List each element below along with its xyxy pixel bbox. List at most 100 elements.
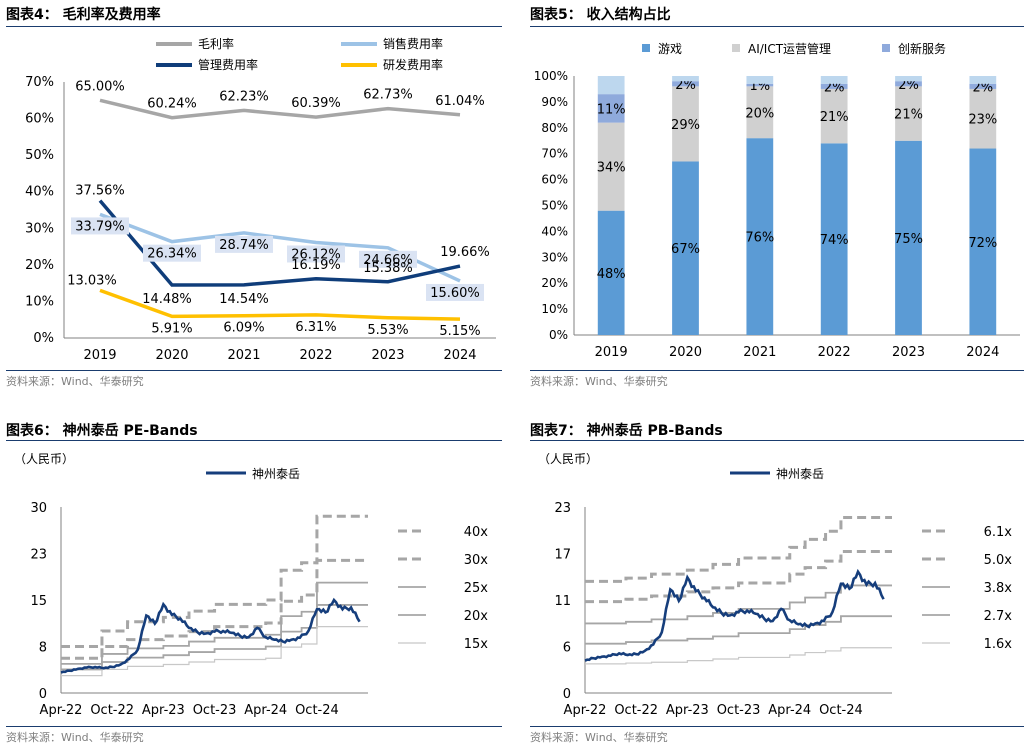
- data-label: 6.31%: [295, 320, 336, 335]
- chart-title: 图表6： 神州泰岳 PE-Bands: [6, 420, 198, 440]
- data-label: 67%: [671, 242, 700, 257]
- legend-label: 40x: [464, 525, 489, 540]
- x-tick-label: 2020: [669, 345, 702, 360]
- data-label: 48%: [597, 267, 626, 282]
- y-tick-label: 17: [554, 548, 571, 563]
- data-label: 5.53%: [367, 323, 408, 338]
- x-tick-label: Apr-23: [142, 703, 185, 718]
- data-label: 33.79%: [75, 219, 125, 234]
- y-tick-label: 0%: [549, 328, 568, 342]
- legend-swatch: [732, 44, 740, 52]
- y-tick-label: 100%: [534, 69, 568, 83]
- chart-title: 图表4： 毛利率及费用率: [6, 4, 161, 24]
- data-label: 14.54%: [219, 292, 269, 307]
- data-label: 21%: [894, 108, 923, 123]
- x-tick-label: 2021: [227, 348, 260, 363]
- y-tick-label: 80%: [541, 121, 568, 135]
- y-tick-label: 30%: [541, 250, 568, 264]
- legend-label: 2.7x: [984, 609, 1013, 624]
- x-tick-label: Oct-23: [717, 703, 761, 718]
- x-tick-label: 2022: [299, 348, 332, 363]
- legend-label: 15x: [464, 637, 489, 652]
- bar-segment: [672, 76, 699, 81]
- data-label: 11%: [597, 102, 626, 117]
- bar-segment: [821, 76, 848, 84]
- chart-title: 图表7： 神州泰岳 PB-Bands: [530, 420, 723, 440]
- y-tick-label: 20%: [25, 258, 54, 273]
- x-tick-label: Apr-24: [768, 703, 811, 718]
- data-label: 65.00%: [75, 79, 125, 94]
- band-line: [585, 616, 892, 643]
- y-tick-label: 23: [554, 501, 571, 516]
- y-tick-label: 60%: [25, 112, 54, 127]
- source-note: 资料来源：Wind、华泰研究: [6, 373, 144, 389]
- data-label: 21%: [820, 110, 849, 125]
- x-tick-label: 2021: [743, 345, 776, 360]
- data-label: 23%: [968, 113, 997, 128]
- price-line: [585, 572, 884, 661]
- legend-label: 30x: [464, 553, 489, 568]
- legend-label: 神州泰岳: [252, 467, 300, 481]
- y-tick-label: 90%: [541, 95, 568, 109]
- data-label: 5.15%: [439, 324, 480, 339]
- x-tick-label: Oct-22: [614, 703, 658, 718]
- legend-label: 5.0x: [984, 553, 1013, 568]
- y-tick-label: 10%: [541, 302, 568, 316]
- x-tick-label: Oct-23: [193, 703, 237, 718]
- x-tick-label: 2023: [371, 348, 404, 363]
- band-line: [585, 518, 892, 582]
- legend-label: 25x: [464, 581, 489, 596]
- y-tick-label: 50%: [541, 199, 568, 213]
- legend-label: 毛利率: [198, 36, 234, 51]
- data-label: 13.03%: [67, 273, 117, 288]
- data-label: 34%: [597, 161, 626, 176]
- y-tick-label: 30%: [25, 221, 54, 236]
- y-tick-label: 15: [30, 594, 47, 609]
- chart-pe-bands: 08152330Apr-22Oct-22Apr-23Oct-23Apr-24Oc…: [6, 440, 506, 730]
- y-tick-label: 10%: [25, 294, 54, 309]
- legend-label: 6.1x: [984, 525, 1013, 540]
- legend-label: 1.6x: [984, 637, 1013, 652]
- legend-label: 20x: [464, 609, 489, 624]
- legend-label: 3.8x: [984, 581, 1013, 596]
- bar-segment: [895, 76, 922, 81]
- x-tick-label: 2019: [83, 348, 116, 363]
- source-note: 资料来源：Wind、华泰研究: [6, 729, 144, 745]
- chart-title: 图表5： 收入结构占比: [530, 4, 671, 24]
- legend-label: AI/ICT运营管理: [748, 41, 831, 56]
- data-label: 20%: [745, 106, 774, 121]
- data-label: 15.60%: [430, 286, 480, 301]
- legend-label: 游戏: [658, 42, 682, 56]
- x-tick-label: Oct-22: [90, 703, 134, 718]
- x-tick-label: 2024: [966, 345, 999, 360]
- bar-segment: [598, 76, 625, 94]
- data-label: 6.09%: [223, 321, 264, 336]
- source-note: 资料来源：Wind、华泰研究: [530, 373, 668, 389]
- legend-label: 研发费用率: [383, 57, 443, 72]
- chart-pb-bands: 06111723Apr-22Oct-22Apr-23Oct-23Apr-24Oc…: [530, 440, 1026, 730]
- legend-label: 创新服务: [898, 41, 946, 56]
- y-tick-label: 23: [30, 548, 47, 563]
- y-tick-label: 50%: [25, 148, 54, 163]
- data-label: 75%: [894, 232, 923, 247]
- legend-label: 管理费用率: [198, 57, 258, 72]
- data-label: 60.24%: [147, 97, 197, 112]
- data-label: 74%: [820, 233, 849, 248]
- y-tick-label: 40%: [541, 224, 568, 238]
- data-label: 15.38%: [363, 261, 413, 276]
- legend-swatch: [642, 44, 650, 52]
- x-tick-label: Apr-22: [40, 703, 83, 718]
- x-tick-label: Oct-24: [295, 703, 339, 718]
- source-note: 资料来源：Wind、华泰研究: [530, 729, 668, 745]
- panel-pe-bands: 图表6： 神州泰岳 PE-Bands 资料来源：Wind、华泰研究 （人民币） …: [6, 420, 506, 749]
- data-label: 5.91%: [151, 321, 192, 336]
- data-label: 60.39%: [291, 96, 341, 111]
- panel-margins: 图表4： 毛利率及费用率 资料来源：Wind、华泰研究 0%10%20%30%4…: [6, 4, 506, 389]
- x-tick-label: Oct-24: [819, 703, 863, 718]
- x-tick-label: Apr-24: [244, 703, 287, 718]
- data-label: 61.04%: [435, 94, 485, 109]
- y-tick-label: 11: [554, 594, 571, 609]
- x-tick-label: 2022: [818, 345, 851, 360]
- legend-swatch: [882, 44, 890, 52]
- y-tick-label: 0: [39, 687, 47, 702]
